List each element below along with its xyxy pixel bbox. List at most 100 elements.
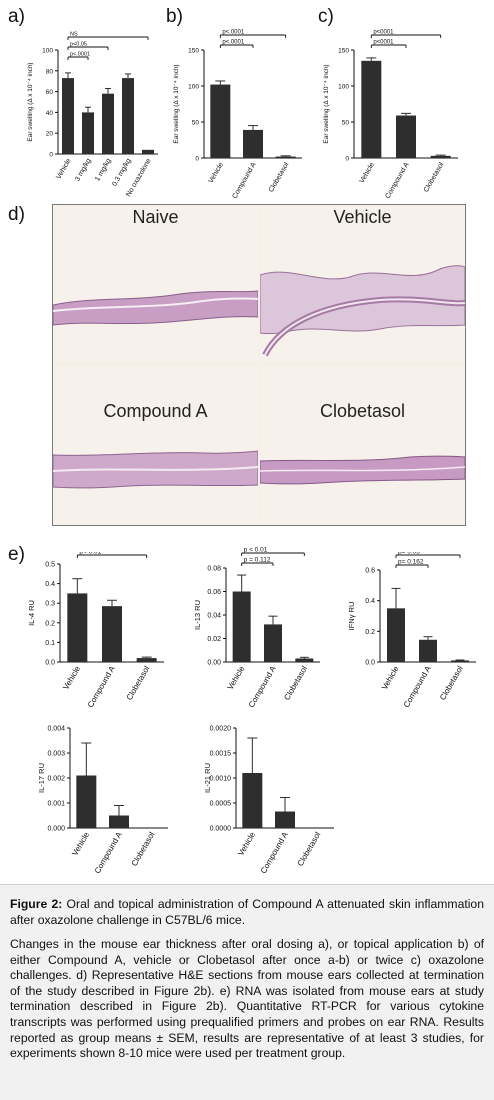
- tissue-compound-a-drawing: [53, 450, 258, 489]
- bar-compound-a: [109, 815, 129, 828]
- y-tick-label: 100: [42, 48, 53, 55]
- y-axis-label: Ear swelling (Δ x 10⁻⁴ inch): [27, 62, 34, 141]
- chart-il17: 0.000 0.001 0.002 0.003 0.004 IL-17 RU Vehicle…: [37, 726, 168, 875]
- x-tick-label-compound-a: Compound A: [402, 664, 433, 709]
- significance-label: p < 0.01: [244, 547, 268, 554]
- figure-caption: Figure 2: Oral and topical administratio…: [0, 884, 494, 1100]
- y-tick-label: 0.4: [45, 581, 55, 588]
- chart-ear-swelling-oral: 0 20 40 60 80 100 Ear swelling (Δ x 10⁻⁴ inch)…: [27, 32, 158, 198]
- y-axis-label: IL-17 RU: [37, 763, 46, 793]
- bar-vehicle: [62, 78, 74, 154]
- bar-compound-a: [396, 115, 416, 158]
- y-tick-label: 0.001: [47, 801, 65, 808]
- y-tick-label: 0.003: [47, 751, 65, 758]
- x-tick-label-compound-a: Compound A: [247, 664, 278, 709]
- y-tick-label: 40: [46, 110, 54, 117]
- chart-ifng: 0.0 0.2 0.4 0.6 IFNγ RU Vehicle Compound A Clob…: [347, 552, 476, 709]
- bar-compound-a: [243, 129, 263, 158]
- significance-label: p<.0001: [222, 40, 245, 46]
- y-tick-label: 0: [195, 156, 199, 163]
- y-axis-label: Ear swelling (Δ x 10⁻⁴ inch): [173, 64, 180, 143]
- bar-vehicle: [232, 591, 251, 662]
- x-tick-label-vehicle: Vehicle: [359, 161, 376, 184]
- chart-ear-swelling-topical-twice: 0 50 100 150 Ear swelling (Δ x 10⁻⁴ inch) Veh…: [323, 30, 458, 200]
- x-tick-label-vehicle: Vehicle: [61, 664, 82, 691]
- caption-body: Changes in the mouse ear thickness after…: [10, 937, 484, 1061]
- panel-label-d: d): [8, 204, 25, 225]
- bar-vehicle: [387, 608, 405, 662]
- bar-clobetasol: [295, 658, 314, 662]
- x-tick-label-vehicle: Vehicle: [55, 157, 72, 180]
- chart-il4: 0.0 0.1 0.2 0.3 0.4 0.5 IL-4 RU Vehicle Compound…: [27, 552, 164, 709]
- y-axis-label: IL-13 RU: [193, 600, 202, 630]
- bar-no-oxazolone: [142, 149, 154, 154]
- x-tick-label-clobetasol: Clobetasol: [423, 161, 446, 194]
- significance-label: p<.0001: [70, 52, 90, 58]
- y-tick-label: 50: [192, 120, 200, 127]
- bar-1-mg-kg: [102, 93, 114, 154]
- x-tick-label-clobetasol: Clobetasol: [125, 664, 152, 701]
- significance-label: p<0001: [373, 40, 394, 46]
- y-tick-label: 60: [46, 89, 54, 96]
- y-tick-label: 0.002: [47, 776, 65, 783]
- histology-clobetasol: Clobetasol: [260, 367, 465, 525]
- y-axis-label: IL-4 RU: [27, 600, 36, 626]
- y-tick-label: 0.0: [45, 660, 55, 667]
- x-tick-label-clobetasol: Clobetasol: [296, 830, 323, 867]
- x-tick-label-vehicle: Vehicle: [226, 664, 247, 691]
- y-tick-label: 0.08: [207, 566, 221, 573]
- tissue-clobetasol-drawing: [260, 455, 465, 485]
- y-tick-label: 0.06: [207, 589, 221, 596]
- panel-label-e: e): [8, 544, 25, 565]
- significance-label: p< 0.01: [79, 552, 101, 556]
- y-tick-label: 0.5: [45, 562, 55, 569]
- y-tick-label: 0.02: [207, 636, 221, 643]
- tissue-vehicle-drawing: [260, 265, 465, 357]
- x-tick-label-compound-a: Compound A: [384, 161, 410, 200]
- bar-clobetasol: [136, 658, 157, 662]
- y-tick-label: 100: [338, 84, 349, 91]
- y-tick-label: 20: [46, 131, 54, 138]
- x-tick-label-clobetasol: Clobetasol: [282, 664, 309, 701]
- histology-label-naive: Naive: [132, 207, 179, 227]
- y-tick-label: 0.0000: [210, 826, 232, 833]
- bar-compound-a: [275, 811, 295, 828]
- bar-compound-a: [419, 639, 437, 662]
- x-tick-label-clobetasol: Clobetasol: [268, 161, 291, 194]
- y-tick-label: 0.004: [47, 726, 65, 733]
- y-tick-label: 0.2: [365, 629, 375, 636]
- x-tick-label-compound-a: Compound A: [86, 664, 117, 709]
- significance-label: p<0.05: [70, 42, 87, 48]
- x-tick-label-compound-a: Compound A: [231, 161, 257, 200]
- chart-il13: 0.00 0.02 0.04 0.06 0.08 IL-13 RU Vehicle Compo…: [193, 547, 320, 709]
- y-tick-label: 0.04: [207, 613, 221, 620]
- y-tick-label: 0.0015: [210, 751, 232, 758]
- bar-vehicle: [210, 84, 231, 158]
- bar-0-3-mg-kg: [122, 78, 134, 154]
- x-tick-label-1-mg-kg: 1 mg/kg: [94, 157, 113, 182]
- caption-label: Figure 2:: [10, 897, 63, 911]
- bar-vehicle: [76, 775, 97, 828]
- tissue-naive-drawing: [53, 290, 258, 326]
- chart-il21: 0.0000 0.0005 0.0010 0.0015 0.0020 IL-21 RU Ve…: [203, 726, 334, 875]
- y-axis-label: Ear swelling (Δ x 10⁻⁴ inch): [323, 64, 330, 143]
- histology-label-compound-a: Compound A: [103, 401, 208, 421]
- y-tick-label: 0: [49, 152, 53, 159]
- y-tick-label: 0: [345, 156, 349, 163]
- significance-label: p<.0001: [222, 30, 245, 36]
- bar-vehicle: [242, 773, 263, 828]
- significance-label: p= 0.05: [398, 552, 420, 556]
- significance-label: NS: [70, 32, 78, 38]
- bar-compound-a: [264, 624, 282, 662]
- histology-label-clobetasol: Clobetasol: [319, 401, 406, 421]
- bar-3-mg-kg: [82, 112, 94, 154]
- chart-ear-swelling-topical-once: 0 50 100 150 Ear swelling (Δ x 10⁻⁴ inch) Veh…: [173, 30, 302, 200]
- x-tick-label-vehicle: Vehicle: [70, 830, 91, 857]
- y-tick-label: 0.0010: [210, 776, 232, 783]
- x-tick-label-clobetasol: Clobetasol: [130, 830, 157, 867]
- bar-compound-a: [102, 606, 122, 662]
- bar-clobetasol: [275, 156, 296, 158]
- significance-label: p= 0.162: [398, 559, 424, 566]
- significance-label: p = 0.112: [244, 557, 271, 564]
- y-tick-label: 50: [342, 120, 350, 127]
